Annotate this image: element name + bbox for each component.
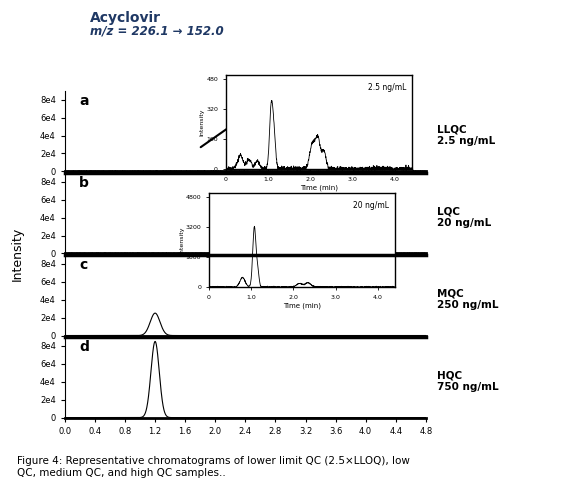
Text: HQC
750 ng/mL: HQC 750 ng/mL (437, 371, 499, 392)
Text: a: a (80, 94, 89, 108)
Text: m/z = 226.1 → 152.0: m/z = 226.1 → 152.0 (90, 24, 224, 37)
Y-axis label: Intensity: Intensity (179, 227, 184, 254)
Text: 2.5 ng/mL: 2.5 ng/mL (368, 83, 406, 92)
Text: b: b (80, 176, 89, 190)
Text: Figure 4: Representative chromatograms of lower limit QC (2.5×LLOQ), low
QC, med: Figure 4: Representative chromatograms o… (17, 456, 410, 478)
Text: 20 ng/mL: 20 ng/mL (353, 201, 389, 210)
Text: c: c (80, 258, 87, 272)
Text: LLQC
2.5 ng/mL: LLQC 2.5 ng/mL (437, 124, 495, 146)
Text: Acyclovir: Acyclovir (90, 11, 161, 24)
Text: LQC
20 ng/mL: LQC 20 ng/mL (437, 206, 491, 228)
Text: d: d (80, 340, 89, 354)
Text: Intensity: Intensity (10, 227, 24, 281)
Y-axis label: Intensity: Intensity (200, 108, 205, 136)
X-axis label: Time (min): Time (min) (283, 302, 321, 309)
X-axis label: Time (min): Time (min) (299, 184, 338, 191)
Text: MQC
250 ng/mL: MQC 250 ng/mL (437, 288, 499, 310)
